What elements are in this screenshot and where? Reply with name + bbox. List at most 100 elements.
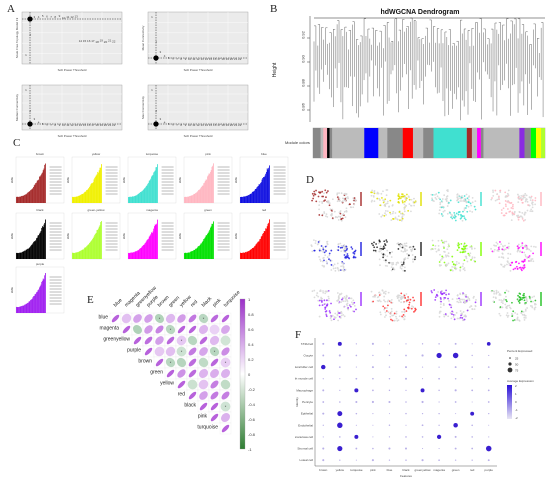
dotplot-dot [371,366,374,369]
dotplot-dot [337,341,342,346]
dotplot-dot [388,424,391,427]
dotplot-dot [355,354,358,357]
dotplot-dot [471,343,473,345]
corr-row-label: black [184,403,196,409]
corr-row-label: purple [127,348,141,354]
dotplot-dot [372,447,374,450]
module-kme-plot: magenta kME [122,208,177,260]
svg-text:Mean Connectivity: Mean Connectivity [141,25,145,50]
corr-row-label: pink [198,414,208,420]
corr-ellipse [188,325,197,334]
svg-text:kME: kME [10,233,14,239]
svg-text:15: 15 [209,57,213,61]
svg-text:*: * [159,316,161,321]
dotplot-dot [404,447,408,450]
corr-scale-tick: 1 [248,297,251,302]
panel-label-b: B [270,3,278,15]
corr-ellipse [209,346,220,357]
svg-text:17: 17 [217,123,221,127]
svg-text:12: 12 [196,123,200,127]
dotplot-col-label: black [402,468,410,472]
dotplot-dot [454,459,457,461]
svg-text:11: 11 [66,123,69,127]
module-kme-title: brown [36,152,45,156]
dotplot-dot [388,400,391,404]
dotplot-dot [322,424,324,426]
svg-text:17: 17 [91,123,95,127]
module-kme-title: yellow [92,152,101,156]
svg-text:kME: kME [66,177,70,183]
dotplot-dot [454,342,457,345]
dotplot-row-label: Oocyte [303,353,313,357]
dotplot-dot [371,342,374,345]
umap-feature-plot [430,189,482,222]
corr-scale-tick: -0.2 [248,387,256,392]
svg-text:5: 5 [42,122,44,126]
corr-ellipse [188,358,197,367]
corr-ellipse [210,413,219,422]
svg-text:22: 22 [112,39,116,43]
module-color-segment [320,128,324,158]
umap-feature-plot [430,239,482,272]
dotplot-dot [405,389,407,391]
dotplot-dot [454,366,457,369]
dotplot-dot [339,436,341,438]
svg-text:22: 22 [238,123,242,127]
svg-text:kME: kME [122,177,126,183]
module-kme-plot: green kME [178,208,233,260]
svg-text:8: 8 [180,57,182,61]
svg-text:7: 7 [176,57,178,61]
corr-ellipse [198,357,209,368]
svg-text:3: 3 [160,50,162,54]
corr-scale-tick: 0.8 [248,312,254,317]
dotplot-dot [355,400,358,404]
module-color-segment [378,128,388,158]
module-kme-plot: blue kME [234,152,289,204]
svg-text:16: 16 [213,57,217,61]
corr-ellipse [111,314,120,323]
corr-ellipse [210,314,219,323]
dotplot-dot [322,447,325,450]
dotplot-dot [485,445,492,452]
svg-text:*: * [181,349,183,354]
module-color-segment [471,128,478,158]
dotplot-dot [455,413,457,415]
corr-ellipse [199,402,208,411]
svg-text:5: 5 [42,14,44,18]
module-color-segment [412,128,424,158]
svg-text:Soft Power Threshold: Soft Power Threshold [184,134,213,138]
dotplot-dot [337,445,343,452]
corr-ellipse [199,347,208,356]
dotplot-dot [421,436,424,438]
svg-text:kME: kME [178,233,182,239]
svg-text:19: 19 [226,123,230,127]
svg-text:19: 19 [226,57,230,61]
corr-scale-tick: -1 [248,447,252,452]
module-color-segment [524,128,531,158]
module-color-segment [327,128,330,158]
corr-row-label: brown [138,359,152,365]
module-color-segment [541,128,545,158]
svg-text:12: 12 [70,123,74,127]
dotplot-dot [388,366,391,368]
svg-text:17: 17 [217,57,221,61]
dotplot-col-label: pink [370,468,376,472]
module-color-segment [423,128,434,158]
svg-text:*: * [225,360,227,365]
dotplot-dot [338,354,341,357]
svg-text:25: 25 [515,357,519,361]
panel-label-d: D [306,174,314,186]
module-color-segment [530,128,537,158]
svg-text:6: 6 [46,14,48,18]
dotplot-dot [438,366,440,368]
panel-label-e: E [87,294,94,306]
svg-text:2: 2 [29,33,31,37]
svg-text:10: 10 [62,16,66,20]
dotplot-dot [372,424,374,426]
legend-color-bar [507,385,512,419]
svg-text:*: * [225,404,227,409]
dotplot-dot [421,366,424,368]
svg-text:3: 3 [160,117,162,121]
